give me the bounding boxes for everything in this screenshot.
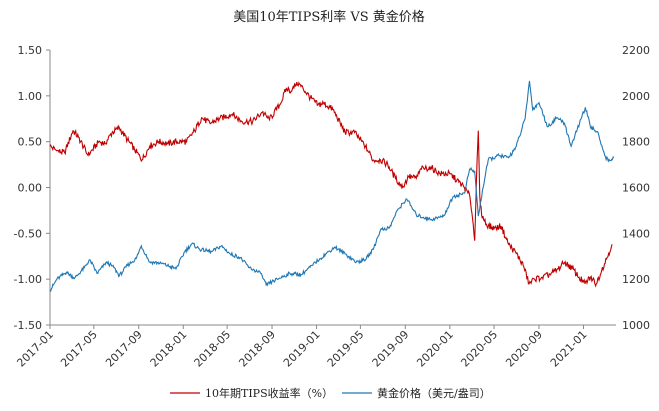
legend-label-gold: 黄金价格（美元/盎司）: [377, 386, 491, 400]
x-tick-label: 2018-01: [148, 328, 190, 370]
x-tick-label: 2021-01: [548, 328, 590, 370]
x-tick-label: 2020-05: [458, 328, 500, 370]
x-tick-label: 2020-09: [503, 328, 545, 370]
y-right-tick-label: 2000: [622, 90, 650, 103]
y-left-tick-label: -1.50: [14, 319, 42, 332]
y-right-tick-label: 2200: [622, 44, 650, 57]
x-tick-label: 2019-05: [325, 328, 367, 370]
chart-title: 美国10年TIPS利率 VS 黄金价格: [233, 9, 425, 25]
y-left-tick-label: 0.00: [18, 182, 43, 195]
y-right-tick-label: 1000: [622, 319, 650, 332]
y-right-tick-label: 1200: [622, 273, 650, 286]
y-left-tick-label: -1.00: [14, 273, 42, 286]
y-left-tick-label: 1.00: [18, 90, 43, 103]
x-tick-label: 2017-05: [58, 328, 100, 370]
x-tick-label: 2019-09: [370, 328, 412, 370]
legend: 10年期TIPS收益率（%） 黄金价格（美元/盎司）: [170, 386, 491, 400]
y-left-tick-label: -0.50: [14, 227, 42, 240]
x-tick-label: 2018-05: [192, 328, 234, 370]
x-tick-label: 2017-09: [103, 328, 145, 370]
series-layer: [49, 80, 615, 292]
y-left-tick-label: 1.50: [18, 44, 43, 57]
axes: 1.50 1.00 0.50 0.00 -0.50 -1.00 -1.50 2200 2000 1…: [14, 44, 650, 370]
series-line-tips-yield: [49, 81, 613, 288]
y-right-tick-label: 1800: [622, 136, 650, 149]
x-tick-label: 2020-01: [414, 328, 456, 370]
y-left-tick-label: 0.50: [18, 136, 43, 149]
y-right-tick-label: 1400: [622, 227, 650, 240]
legend-label-tips: 10年期TIPS收益率（%）: [205, 386, 333, 400]
y-right-tick-label: 1600: [622, 182, 650, 195]
x-tick-label: 2018-09: [236, 328, 278, 370]
x-tick-label: 2019-01: [281, 328, 323, 370]
series-line-gold-price: [49, 80, 615, 292]
x-tick-label: 2017-01: [14, 328, 56, 370]
